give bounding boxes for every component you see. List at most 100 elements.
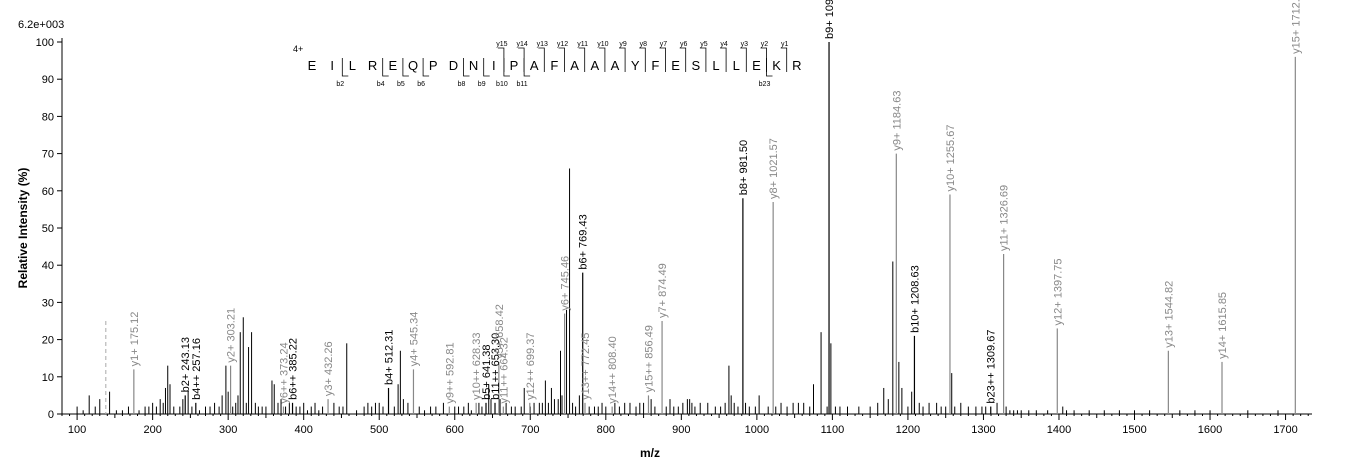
sequence-residue: Q xyxy=(408,58,418,73)
b-ion-label: b5 xyxy=(397,81,405,88)
b-ion-label: b6 xyxy=(417,81,425,88)
sequence-residue: L xyxy=(712,58,719,73)
x-tick-label: 1600 xyxy=(1198,424,1222,436)
peak-label: b6+ 769.43 xyxy=(578,214,590,269)
sequence-residue: Y xyxy=(631,58,640,73)
b-ion-label: b10 xyxy=(496,81,508,88)
y-ion-label: y3 xyxy=(741,41,749,48)
sequence-residue: A xyxy=(570,58,579,73)
peak-label: y2+ 303.21 xyxy=(226,308,238,363)
peak-label: y5+ 658.42 xyxy=(494,304,506,359)
b-ion-label: b4 xyxy=(377,81,385,88)
peak-label: b8+ 981.50 xyxy=(738,140,750,195)
b-ion-label: b23 xyxy=(759,81,771,88)
peaks-layer xyxy=(76,42,1296,414)
x-tick-label: 100 xyxy=(68,424,86,436)
peak-label: y10+ 1255.67 xyxy=(945,125,957,192)
peak-label: y1+ 175.12 xyxy=(129,312,141,367)
sequence-residue: E xyxy=(308,58,317,73)
y-tick-label: 40 xyxy=(42,260,54,272)
y-tick-label: 50 xyxy=(42,223,54,235)
y-ion-bracket xyxy=(760,47,767,72)
x-tick-label: 400 xyxy=(295,424,313,436)
sequence-residue: F xyxy=(550,58,558,73)
precursor-charge: 4+ xyxy=(293,44,303,54)
peak-label: y6+ 745.46 xyxy=(560,256,572,311)
b-ion-bracket xyxy=(483,58,490,77)
sequence-residue: A xyxy=(590,58,599,73)
sequence-residue: A xyxy=(530,58,539,73)
y-ion-bracket xyxy=(619,47,626,72)
y-ion-label: y6 xyxy=(680,41,688,48)
peak-label: y10++ 628.33 xyxy=(471,333,483,400)
sequence-residue: R xyxy=(368,58,377,73)
sequence-residue: E xyxy=(388,58,397,73)
y-ion-label: y5 xyxy=(700,41,708,48)
x-axis-title: m/z xyxy=(640,446,660,460)
y-ion-bracket xyxy=(679,47,687,72)
y-ion-label: y14 xyxy=(516,41,527,48)
sequence-residue: A xyxy=(611,58,620,73)
y-ion-label: y15 xyxy=(496,41,507,48)
peak-label: b23++ 1309.67 xyxy=(986,330,998,404)
sequence-residue: L xyxy=(349,58,356,73)
sequence-residue: N xyxy=(469,58,478,73)
y-tick-label: 70 xyxy=(42,149,54,161)
peak-label: y4+ 545.34 xyxy=(408,312,420,367)
y-ion-bracket xyxy=(558,47,565,72)
peak-label: b4+ 512.31 xyxy=(384,330,396,385)
x-tick-label: 1300 xyxy=(971,424,995,436)
peak-label: y9+ 1184.63 xyxy=(891,91,903,151)
b-ion-bracket xyxy=(382,58,389,77)
y-ion-bracket xyxy=(598,47,606,72)
y-ion-label: y12 xyxy=(557,41,568,48)
y-ion-label: y10 xyxy=(597,41,608,48)
y-ion-bracket xyxy=(639,47,646,72)
peak-label: y8+ 1021.57 xyxy=(768,138,780,199)
sequence-residue: P xyxy=(429,58,438,73)
y-ion-bracket xyxy=(497,47,505,72)
b-ion-label: b11 xyxy=(517,81,528,88)
sequence-residue: D xyxy=(449,58,458,73)
y-ion-label: y7 xyxy=(660,41,668,48)
b-ion-bracket xyxy=(422,58,430,77)
y-ion-label: y9 xyxy=(619,41,627,48)
b-ion-bracket xyxy=(463,58,470,77)
peak-label: b10+ 1208.63 xyxy=(909,265,921,333)
y-ion-bracket xyxy=(659,47,666,72)
y-tick-label: 60 xyxy=(42,186,54,198)
y-ion-bracket xyxy=(780,47,788,72)
sequence-residue: S xyxy=(691,58,700,73)
y-ion-bracket xyxy=(740,47,747,72)
x-tick-label: 600 xyxy=(446,424,464,436)
y-tick-label: 30 xyxy=(42,297,54,309)
x-tick-label: 1100 xyxy=(821,424,845,436)
peak-label: y13++ 772.45 xyxy=(580,333,592,400)
sequence-residue: R xyxy=(792,58,801,73)
b-ion-label: b2 xyxy=(336,81,344,88)
peak-label: b2+ 243.13 xyxy=(180,337,192,392)
peak-label: y11++ 664.32 xyxy=(498,337,510,403)
peak-label: y12++ 699.37 xyxy=(525,333,537,400)
peak-label: y7+ 874.49 xyxy=(657,263,669,318)
peak-label: y15++ 856.49 xyxy=(643,325,655,392)
y-ion-bracket xyxy=(720,47,727,72)
x-tick-label: 1000 xyxy=(745,424,769,436)
sequence-residue: P xyxy=(510,58,519,73)
x-tick-label: 1700 xyxy=(1273,424,1297,436)
peak-label: b11++ 653.30 xyxy=(490,333,502,400)
y-tick-label: 90 xyxy=(42,74,54,86)
y-ion-bracket xyxy=(578,47,586,72)
peak-label: y14++ 808.40 xyxy=(607,336,619,403)
y-tick-label: 100 xyxy=(36,37,54,49)
peak-label: y3+ 432.26 xyxy=(323,341,335,396)
b-ion-bracket xyxy=(523,58,531,77)
x-tick-label: 1400 xyxy=(1047,424,1071,436)
b-ion-bracket xyxy=(503,58,510,77)
peak-label: y13+ 1544.82 xyxy=(1163,281,1175,348)
y-tick-label: 10 xyxy=(42,372,54,384)
y-ion-label: y4 xyxy=(720,41,728,48)
